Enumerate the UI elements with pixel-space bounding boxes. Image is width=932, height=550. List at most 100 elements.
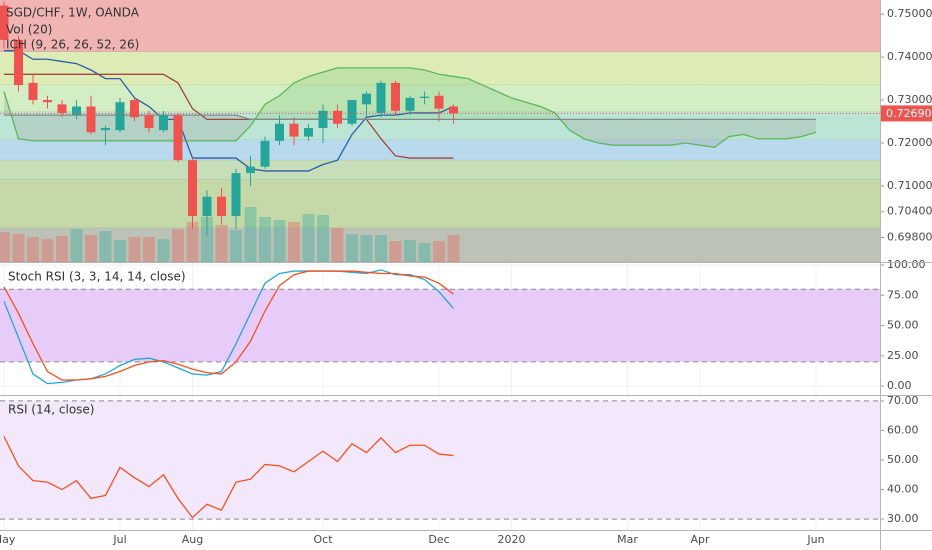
- volume-bar: [418, 243, 431, 262]
- candle-body: [72, 106, 81, 116]
- cloud-fill: [192, 115, 207, 141]
- candle-body: [28, 82, 38, 101]
- x-tick-label: 2020: [498, 533, 526, 546]
- x-tick-label: Dec: [428, 533, 449, 546]
- cloud-fill: [62, 115, 77, 141]
- y-tick-label: 70.00: [887, 394, 919, 407]
- cloud-fill: [685, 119, 700, 146]
- volume-bar: [244, 207, 257, 262]
- volume-bar: [186, 222, 199, 262]
- y-tick-label: 30.00: [887, 512, 919, 525]
- candle-body: [376, 82, 386, 113]
- cloud-fill: [294, 76, 309, 120]
- y-tick-label: 25.00: [887, 349, 919, 362]
- cloud-fill: [787, 119, 802, 139]
- volume-bar: [114, 240, 126, 262]
- cloud-fill: [743, 119, 758, 139]
- volume-bar: [317, 215, 329, 262]
- cloud-fill: [265, 95, 280, 120]
- y-tick-label: 50.00: [887, 319, 919, 332]
- volume-bar: [375, 235, 387, 262]
- cloud-fill: [323, 67, 338, 120]
- last-price-label: 0.72690: [886, 107, 932, 120]
- candle-body: [202, 196, 212, 217]
- volume-bar: [302, 214, 315, 262]
- volume-bar: [27, 237, 39, 262]
- last-price-tag: [881, 105, 932, 122]
- volume-bar: [230, 230, 242, 262]
- volume-bar: [70, 229, 83, 262]
- y-tick-label: 100.00: [887, 258, 926, 271]
- volume-bar: [433, 241, 445, 262]
- candle-body: [0, 5, 9, 40]
- cloud-fill: [656, 119, 671, 146]
- candle-body: [101, 127, 110, 131]
- y-tick-label: 40.00: [887, 483, 919, 496]
- candle-body: [173, 115, 183, 161]
- cloud-fill: [569, 119, 584, 139]
- candle-body: [159, 115, 168, 131]
- rsi-title: RSI (14, close): [8, 403, 94, 417]
- cloud-fill: [700, 119, 715, 148]
- x-tick-label: Apr: [690, 533, 710, 546]
- volume-bar: [360, 235, 373, 262]
- volume-bar: [0, 232, 10, 262]
- stoch-rsi-title: Stoch RSI (3, 3, 14, 14, close): [8, 270, 186, 284]
- candle-body: [115, 102, 125, 131]
- y-tick-label: 0.74000: [887, 50, 932, 63]
- cloud-fill: [642, 119, 657, 146]
- band: [0, 400, 880, 520]
- candle-body: [347, 100, 357, 124]
- cloud-fill: [729, 119, 744, 137]
- candle-body: [144, 115, 154, 128]
- price-zone: [0, 228, 880, 262]
- volume-bar: [273, 220, 286, 262]
- volume-bar: [331, 228, 344, 262]
- cloud-fill: [18, 115, 33, 141]
- cloud-fill: [468, 78, 483, 120]
- candle-body: [434, 95, 444, 109]
- candle-body: [304, 127, 313, 137]
- indicator-line: [3, 436, 454, 519]
- x-tick-label: Aug: [182, 533, 203, 546]
- volume-bar: [157, 239, 170, 262]
- volume-bar: [99, 231, 112, 262]
- candle-body: [391, 82, 400, 111]
- volume-bar: [259, 217, 271, 262]
- price-zone: [0, 179, 880, 229]
- cloud-fill: [497, 91, 512, 120]
- volume-bar: [56, 236, 68, 262]
- volume-bar: [404, 240, 416, 262]
- volume-bar: [143, 237, 155, 262]
- x-tick-label: Jun: [806, 533, 824, 546]
- cloud-fill: [627, 119, 642, 146]
- y-tick-label: 60.00: [887, 423, 919, 436]
- y-tick-label: 0.73000: [887, 93, 932, 106]
- candle-body: [217, 196, 226, 217]
- cloud-fill: [758, 119, 773, 139]
- cloud-fill: [801, 119, 816, 137]
- mid-layer: [0, 50, 817, 262]
- y-tick-label: 0.75000: [887, 7, 932, 20]
- cloud-fill: [540, 106, 555, 120]
- cloud-fill: [613, 119, 628, 146]
- x-tick-label: Oct: [313, 533, 333, 546]
- volume-bar: [215, 225, 228, 262]
- ichimoku-line: [4, 114, 816, 121]
- y-tick-label: 0.69800: [887, 231, 932, 244]
- volume-label: Vol (20): [6, 23, 52, 37]
- candle-body: [57, 104, 67, 113]
- cloud-fill: [207, 115, 222, 141]
- ichimoku-line: [4, 73, 454, 159]
- candle-body: [420, 96, 429, 98]
- volume-bar: [85, 235, 97, 262]
- candle-body: [43, 100, 52, 103]
- candle-body: [362, 93, 371, 105]
- candle-body: [275, 123, 284, 141]
- volume-bar: [288, 222, 300, 262]
- ichimoku-line: [4, 50, 454, 172]
- symbol-title: SGD/CHF, 1W, OANDA: [6, 6, 140, 20]
